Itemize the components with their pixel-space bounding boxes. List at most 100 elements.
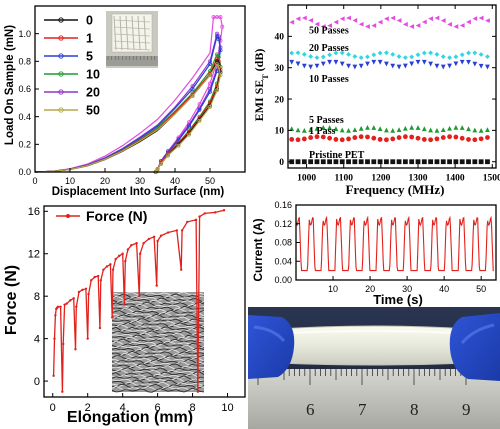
data-point bbox=[453, 54, 458, 59]
data-point bbox=[66, 302, 68, 304]
data-point bbox=[378, 20, 383, 25]
data-point bbox=[409, 62, 414, 67]
x-tick-label: 1000 bbox=[297, 174, 316, 184]
y-tick-label: 0.12 bbox=[274, 219, 292, 229]
data-point bbox=[204, 212, 206, 214]
current-time-chart: 10 20 30 40 50 0.00 0.04 0.08 0.12 0.16 Time (s) … bbox=[250, 200, 500, 307]
data-point bbox=[359, 55, 364, 60]
data-point bbox=[479, 64, 484, 69]
inset-ruler bbox=[106, 56, 158, 66]
data-point bbox=[114, 258, 116, 260]
chart-a-svg: 0 10 20 30 40 500.00.20.40.60.81.0 Displaceme… bbox=[0, 0, 250, 200]
data-point bbox=[186, 221, 188, 223]
data-point bbox=[403, 22, 408, 27]
chart-d-svg: 10 20 30 40 500.000.040.080.120.16 Time (s) … bbox=[250, 200, 500, 307]
data-point bbox=[441, 159, 446, 164]
data-point bbox=[289, 137, 294, 142]
ruler-number: 6 bbox=[306, 400, 315, 419]
data-point bbox=[416, 136, 421, 141]
y-axis-label: Load On Sample (mN) bbox=[4, 25, 16, 145]
x-tick-label: 1400 bbox=[446, 174, 465, 184]
data-point bbox=[138, 295, 140, 297]
y-tick-label: 0.16 bbox=[274, 200, 292, 210]
data-point bbox=[296, 159, 301, 164]
data-point bbox=[359, 126, 364, 131]
data-point bbox=[447, 22, 452, 27]
emi-shielding-chart: 50 Passes 20 Passes 10 Passes 5 Passes 1 Pas… bbox=[250, 0, 500, 200]
data-point bbox=[416, 125, 421, 130]
data-point bbox=[176, 229, 178, 231]
x-tick-label: 50 bbox=[476, 284, 486, 294]
data-point bbox=[460, 23, 465, 28]
y-tick-label: 0.04 bbox=[274, 256, 292, 266]
data-point bbox=[416, 60, 421, 65]
data-point bbox=[359, 64, 364, 69]
data-point bbox=[460, 125, 465, 130]
data-point bbox=[321, 55, 326, 60]
legend-label: Force (N) bbox=[86, 208, 147, 224]
data-point bbox=[479, 16, 484, 21]
data-point bbox=[52, 375, 54, 377]
data-point bbox=[371, 159, 376, 164]
data-point bbox=[61, 390, 63, 392]
data-point bbox=[485, 127, 490, 132]
data-point bbox=[302, 128, 307, 133]
legend-label: 1 bbox=[86, 32, 93, 46]
data-point bbox=[416, 52, 421, 57]
y-tick-label: 4 bbox=[34, 333, 40, 345]
data-point bbox=[289, 51, 294, 56]
y-tick-label: 0.0 bbox=[18, 167, 31, 177]
data-point bbox=[359, 134, 364, 139]
data-point bbox=[466, 137, 471, 142]
series-markers bbox=[289, 60, 490, 70]
data-point bbox=[156, 240, 158, 242]
data-point bbox=[302, 137, 307, 142]
y-tick-label: 0.00 bbox=[274, 275, 292, 285]
data-point bbox=[422, 60, 427, 65]
data-point bbox=[453, 61, 458, 66]
x-axis-label: Elongation (mm) bbox=[67, 409, 193, 426]
data-point bbox=[403, 55, 408, 60]
data-point bbox=[390, 16, 395, 21]
data-point bbox=[378, 137, 383, 142]
data-point bbox=[59, 306, 61, 308]
x-tick-label: 10 bbox=[221, 402, 233, 414]
data-point bbox=[181, 229, 183, 231]
legend: 015102050 bbox=[44, 14, 100, 118]
data-point bbox=[441, 18, 446, 23]
inset-sample-photo bbox=[106, 11, 158, 68]
y-tick-label: 0.4 bbox=[18, 112, 31, 122]
data-point bbox=[62, 343, 64, 345]
data-point bbox=[296, 127, 301, 132]
x-axis-label: Displacement Into Surface (nm) bbox=[52, 186, 225, 198]
data-point bbox=[99, 327, 101, 329]
data-point bbox=[479, 136, 484, 141]
data-point bbox=[365, 125, 370, 130]
data-point bbox=[441, 127, 446, 132]
data-point bbox=[435, 16, 440, 21]
data-point bbox=[472, 128, 477, 133]
series-label: Pristine PET bbox=[309, 150, 365, 161]
data-point bbox=[472, 159, 477, 164]
data-point bbox=[472, 62, 477, 67]
data-point bbox=[460, 60, 465, 65]
data-point bbox=[378, 60, 383, 65]
data-point bbox=[485, 18, 490, 23]
x-tick-label: 30 bbox=[135, 176, 145, 186]
data-point bbox=[315, 55, 320, 60]
series-label: 10 Passes bbox=[309, 74, 349, 85]
data-point bbox=[296, 16, 301, 21]
y-tick-label: 20 bbox=[275, 95, 285, 105]
series-label: 5 Passes bbox=[309, 115, 344, 126]
data-point bbox=[403, 159, 408, 164]
data-point bbox=[472, 16, 477, 21]
data-point bbox=[302, 64, 307, 69]
inset-microstructure-image bbox=[112, 292, 204, 392]
data-point bbox=[327, 60, 332, 65]
data-point bbox=[121, 253, 123, 255]
data-point bbox=[296, 137, 301, 142]
data-point bbox=[472, 50, 477, 55]
data-point bbox=[352, 18, 357, 23]
series-label: 50 Passes bbox=[309, 26, 349, 37]
data-point bbox=[334, 60, 339, 65]
